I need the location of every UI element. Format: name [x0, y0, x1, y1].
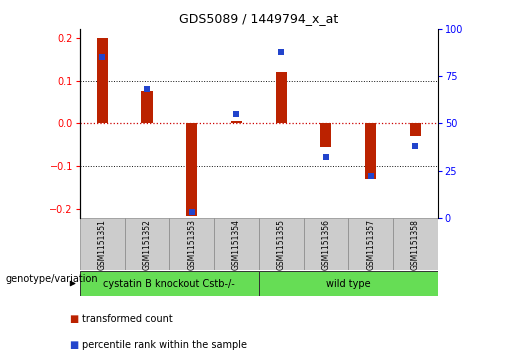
- Text: GSM1151356: GSM1151356: [321, 219, 331, 270]
- Text: GSM1151355: GSM1151355: [277, 219, 286, 270]
- Bar: [186, 123, 197, 216]
- Bar: [320, 123, 332, 147]
- Text: wild type: wild type: [326, 278, 371, 289]
- Bar: [348, 218, 393, 270]
- Bar: [231, 121, 242, 123]
- Text: GSM1151351: GSM1151351: [98, 219, 107, 270]
- Text: cystatin B knockout Cstb-/-: cystatin B knockout Cstb-/-: [104, 278, 235, 289]
- Text: GSM1151357: GSM1151357: [366, 219, 375, 270]
- Bar: [125, 218, 169, 270]
- Text: GSM1151354: GSM1151354: [232, 219, 241, 270]
- Bar: [393, 218, 438, 270]
- Text: ■: ■: [70, 340, 79, 350]
- Bar: [276, 72, 287, 123]
- Bar: [80, 218, 125, 270]
- Text: percentile rank within the sample: percentile rank within the sample: [82, 340, 247, 350]
- Text: transformed count: transformed count: [82, 314, 173, 325]
- Bar: [410, 123, 421, 136]
- Title: GDS5089 / 1449794_x_at: GDS5089 / 1449794_x_at: [179, 12, 338, 25]
- Text: GSM1151358: GSM1151358: [411, 219, 420, 270]
- Bar: [214, 218, 259, 270]
- Bar: [141, 91, 152, 123]
- Text: genotype/variation: genotype/variation: [5, 274, 98, 284]
- Bar: [259, 271, 438, 296]
- Bar: [259, 218, 303, 270]
- Text: ■: ■: [70, 314, 79, 325]
- Text: GSM1151353: GSM1151353: [187, 219, 196, 270]
- Bar: [80, 271, 259, 296]
- Text: GSM1151352: GSM1151352: [143, 219, 151, 270]
- Bar: [303, 218, 348, 270]
- Bar: [97, 38, 108, 123]
- Bar: [169, 218, 214, 270]
- Bar: [365, 123, 376, 179]
